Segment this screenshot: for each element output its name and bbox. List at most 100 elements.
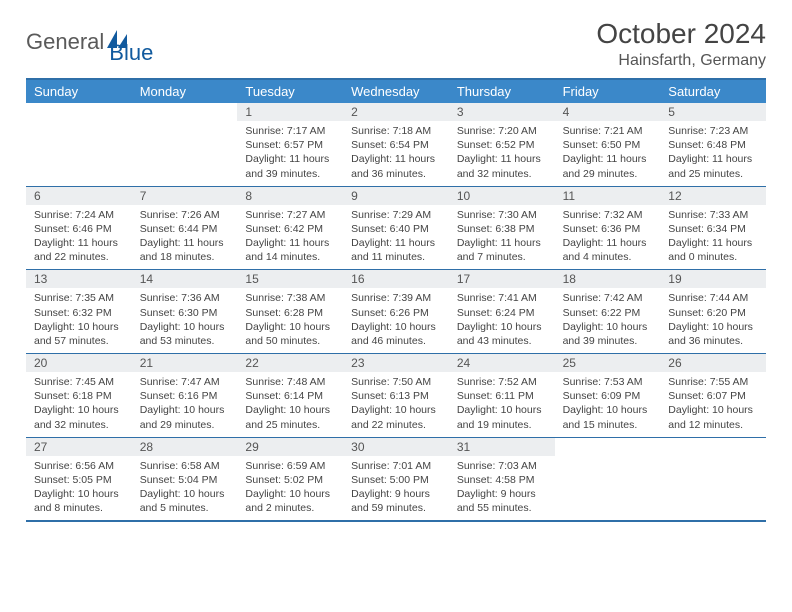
calendar-cell: 10Sunrise: 7:30 AMSunset: 6:38 PMDayligh…	[449, 187, 555, 270]
day-number: 15	[237, 270, 343, 288]
cell-body: Sunrise: 7:03 AMSunset: 4:58 PMDaylight:…	[449, 456, 555, 521]
day-number: 2	[343, 103, 449, 121]
cell-body: Sunrise: 6:59 AMSunset: 5:02 PMDaylight:…	[237, 456, 343, 521]
day-number: 13	[26, 270, 132, 288]
cell-body: Sunrise: 6:58 AMSunset: 5:04 PMDaylight:…	[132, 456, 238, 521]
cell-body: Sunrise: 7:33 AMSunset: 6:34 PMDaylight:…	[660, 205, 766, 270]
cell-body: Sunrise: 7:52 AMSunset: 6:11 PMDaylight:…	[449, 372, 555, 437]
calendar-cell: 27Sunrise: 6:56 AMSunset: 5:05 PMDayligh…	[26, 438, 132, 521]
calendar-cell: 26Sunrise: 7:55 AMSunset: 6:07 PMDayligh…	[660, 354, 766, 437]
day-number: 3	[449, 103, 555, 121]
brand-name-1: General	[26, 29, 104, 55]
calendar-cell	[26, 103, 132, 186]
day-number: 21	[132, 354, 238, 372]
calendar-week: 6Sunrise: 7:24 AMSunset: 6:46 PMDaylight…	[26, 187, 766, 271]
calendar-cell: 18Sunrise: 7:42 AMSunset: 6:22 PMDayligh…	[555, 270, 661, 353]
calendar-cell: 11Sunrise: 7:32 AMSunset: 6:36 PMDayligh…	[555, 187, 661, 270]
day-number: 25	[555, 354, 661, 372]
calendar-week: 20Sunrise: 7:45 AMSunset: 6:18 PMDayligh…	[26, 354, 766, 438]
calendar-cell: 20Sunrise: 7:45 AMSunset: 6:18 PMDayligh…	[26, 354, 132, 437]
calendar-cell: 16Sunrise: 7:39 AMSunset: 6:26 PMDayligh…	[343, 270, 449, 353]
day-header-cell: Saturday	[660, 80, 766, 103]
cell-body: Sunrise: 7:27 AMSunset: 6:42 PMDaylight:…	[237, 205, 343, 270]
cell-body: Sunrise: 7:24 AMSunset: 6:46 PMDaylight:…	[26, 205, 132, 270]
cell-body: Sunrise: 7:41 AMSunset: 6:24 PMDaylight:…	[449, 288, 555, 353]
day-number: 23	[343, 354, 449, 372]
cell-body: Sunrise: 7:45 AMSunset: 6:18 PMDaylight:…	[26, 372, 132, 437]
calendar-cell: 15Sunrise: 7:38 AMSunset: 6:28 PMDayligh…	[237, 270, 343, 353]
weeks-container: 1Sunrise: 7:17 AMSunset: 6:57 PMDaylight…	[26, 103, 766, 522]
cell-body: Sunrise: 7:23 AMSunset: 6:48 PMDaylight:…	[660, 121, 766, 186]
cell-body: Sunrise: 7:30 AMSunset: 6:38 PMDaylight:…	[449, 205, 555, 270]
cell-body: Sunrise: 7:29 AMSunset: 6:40 PMDaylight:…	[343, 205, 449, 270]
calendar-cell: 14Sunrise: 7:36 AMSunset: 6:30 PMDayligh…	[132, 270, 238, 353]
day-number: 28	[132, 438, 238, 456]
calendar-cell: 17Sunrise: 7:41 AMSunset: 6:24 PMDayligh…	[449, 270, 555, 353]
day-number: 17	[449, 270, 555, 288]
day-header-cell: Monday	[132, 80, 238, 103]
cell-body: Sunrise: 7:32 AMSunset: 6:36 PMDaylight:…	[555, 205, 661, 270]
calendar-cell	[660, 438, 766, 521]
cell-body: Sunrise: 6:56 AMSunset: 5:05 PMDaylight:…	[26, 456, 132, 521]
cell-body: Sunrise: 7:44 AMSunset: 6:20 PMDaylight:…	[660, 288, 766, 353]
calendar-cell: 30Sunrise: 7:01 AMSunset: 5:00 PMDayligh…	[343, 438, 449, 521]
calendar-cell: 4Sunrise: 7:21 AMSunset: 6:50 PMDaylight…	[555, 103, 661, 186]
calendar-cell: 13Sunrise: 7:35 AMSunset: 6:32 PMDayligh…	[26, 270, 132, 353]
calendar-cell: 9Sunrise: 7:29 AMSunset: 6:40 PMDaylight…	[343, 187, 449, 270]
calendar-cell: 19Sunrise: 7:44 AMSunset: 6:20 PMDayligh…	[660, 270, 766, 353]
calendar-week: 27Sunrise: 6:56 AMSunset: 5:05 PMDayligh…	[26, 438, 766, 523]
cell-body: Sunrise: 7:50 AMSunset: 6:13 PMDaylight:…	[343, 372, 449, 437]
calendar-cell: 29Sunrise: 6:59 AMSunset: 5:02 PMDayligh…	[237, 438, 343, 521]
day-number: 5	[660, 103, 766, 121]
calendar-week: 1Sunrise: 7:17 AMSunset: 6:57 PMDaylight…	[26, 103, 766, 187]
calendar-cell: 31Sunrise: 7:03 AMSunset: 4:58 PMDayligh…	[449, 438, 555, 521]
day-number: 6	[26, 187, 132, 205]
calendar-cell	[555, 438, 661, 521]
calendar: SundayMondayTuesdayWednesdayThursdayFrid…	[26, 78, 766, 522]
day-number: 12	[660, 187, 766, 205]
calendar-cell: 2Sunrise: 7:18 AMSunset: 6:54 PMDaylight…	[343, 103, 449, 186]
cell-body: Sunrise: 7:42 AMSunset: 6:22 PMDaylight:…	[555, 288, 661, 353]
calendar-cell	[132, 103, 238, 186]
title-block: October 2024 Hainsfarth, Germany	[596, 18, 766, 70]
calendar-cell: 22Sunrise: 7:48 AMSunset: 6:14 PMDayligh…	[237, 354, 343, 437]
day-header-cell: Thursday	[449, 80, 555, 103]
calendar-cell: 23Sunrise: 7:50 AMSunset: 6:13 PMDayligh…	[343, 354, 449, 437]
day-number: 31	[449, 438, 555, 456]
day-number: 26	[660, 354, 766, 372]
cell-body: Sunrise: 7:36 AMSunset: 6:30 PMDaylight:…	[132, 288, 238, 353]
day-number: 9	[343, 187, 449, 205]
calendar-cell: 28Sunrise: 6:58 AMSunset: 5:04 PMDayligh…	[132, 438, 238, 521]
day-number: 8	[237, 187, 343, 205]
month-title: October 2024	[596, 18, 766, 50]
calendar-cell: 6Sunrise: 7:24 AMSunset: 6:46 PMDaylight…	[26, 187, 132, 270]
cell-body: Sunrise: 7:48 AMSunset: 6:14 PMDaylight:…	[237, 372, 343, 437]
cell-body: Sunrise: 7:18 AMSunset: 6:54 PMDaylight:…	[343, 121, 449, 186]
cell-body: Sunrise: 7:47 AMSunset: 6:16 PMDaylight:…	[132, 372, 238, 437]
day-header-row: SundayMondayTuesdayWednesdayThursdayFrid…	[26, 80, 766, 103]
cell-body: Sunrise: 7:01 AMSunset: 5:00 PMDaylight:…	[343, 456, 449, 521]
cell-body: Sunrise: 7:39 AMSunset: 6:26 PMDaylight:…	[343, 288, 449, 353]
day-number: 4	[555, 103, 661, 121]
day-number: 30	[343, 438, 449, 456]
day-number: 10	[449, 187, 555, 205]
day-number: 29	[237, 438, 343, 456]
calendar-cell: 12Sunrise: 7:33 AMSunset: 6:34 PMDayligh…	[660, 187, 766, 270]
day-header-cell: Sunday	[26, 80, 132, 103]
day-number: 24	[449, 354, 555, 372]
cell-body: Sunrise: 7:35 AMSunset: 6:32 PMDaylight:…	[26, 288, 132, 353]
day-number: 20	[26, 354, 132, 372]
day-header-cell: Friday	[555, 80, 661, 103]
calendar-cell: 3Sunrise: 7:20 AMSunset: 6:52 PMDaylight…	[449, 103, 555, 186]
calendar-week: 13Sunrise: 7:35 AMSunset: 6:32 PMDayligh…	[26, 270, 766, 354]
brand-name-2: Blue	[109, 40, 153, 65]
brand-logo: General Blue	[26, 18, 153, 66]
calendar-cell: 24Sunrise: 7:52 AMSunset: 6:11 PMDayligh…	[449, 354, 555, 437]
day-header-cell: Wednesday	[343, 80, 449, 103]
day-number: 7	[132, 187, 238, 205]
header-row: General Blue October 2024 Hainsfarth, Ge…	[26, 18, 766, 70]
cell-body: Sunrise: 7:21 AMSunset: 6:50 PMDaylight:…	[555, 121, 661, 186]
day-number: 16	[343, 270, 449, 288]
calendar-cell: 21Sunrise: 7:47 AMSunset: 6:16 PMDayligh…	[132, 354, 238, 437]
day-number: 27	[26, 438, 132, 456]
